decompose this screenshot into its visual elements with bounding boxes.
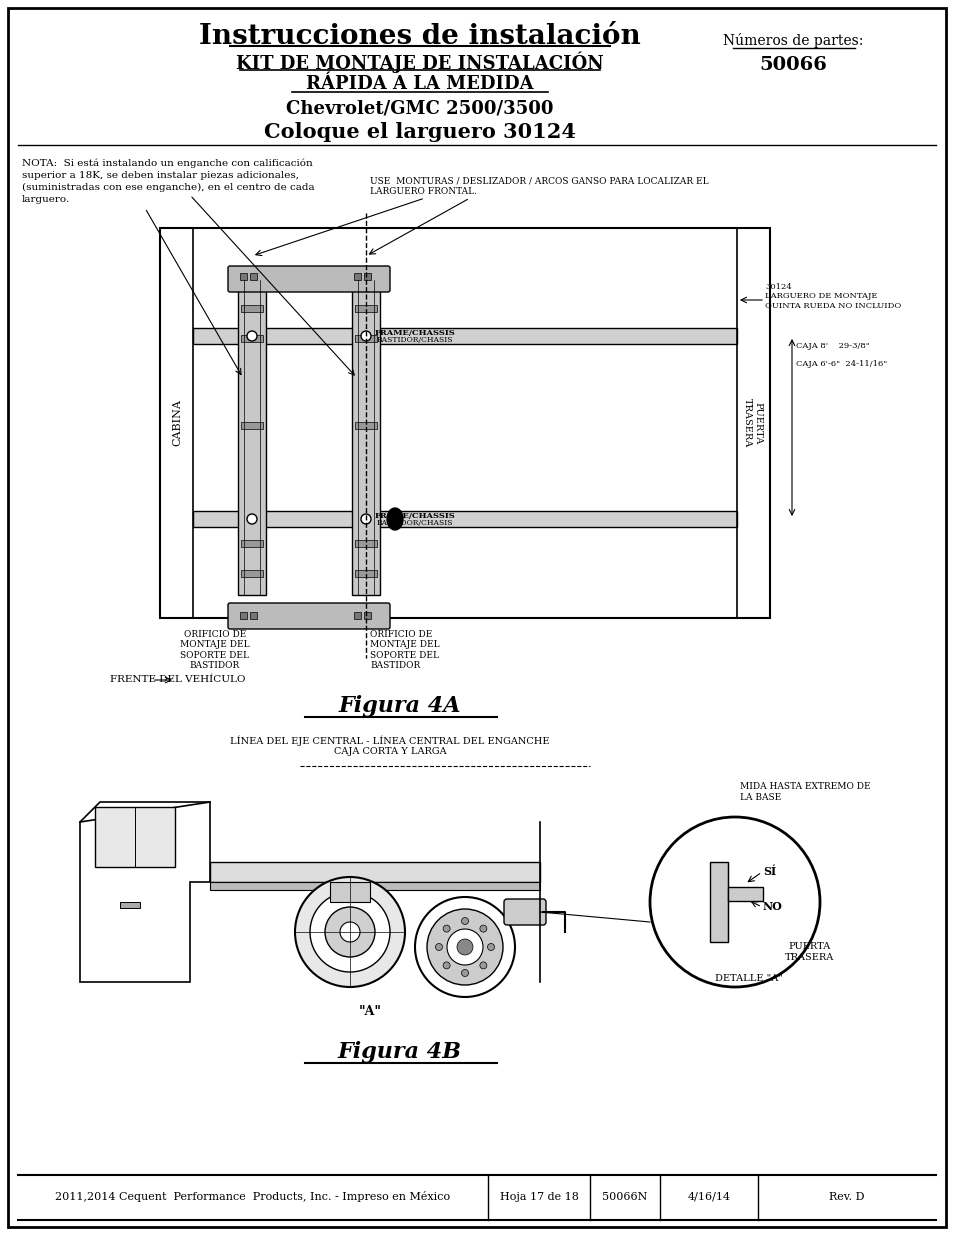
- Text: Coloque el larguero 30124: Coloque el larguero 30124: [264, 122, 576, 142]
- Text: LÍNEA DEL EJE CENTRAL - LÍNEA CENTRAL DEL ENGANCHE
CAJA CORTA Y LARGA: LÍNEA DEL EJE CENTRAL - LÍNEA CENTRAL DE…: [230, 736, 549, 757]
- Circle shape: [360, 331, 371, 341]
- Text: KIT DE MONTAJE DE INSTALACIÓN: KIT DE MONTAJE DE INSTALACIÓN: [236, 51, 603, 73]
- Bar: [241, 540, 263, 547]
- Text: FRAME/CHASSIS: FRAME/CHASSIS: [375, 329, 455, 337]
- Text: Instrucciones de instalación: Instrucciones de instalación: [199, 22, 640, 49]
- Text: Chevrolet/GMC 2500/3500: Chevrolet/GMC 2500/3500: [286, 99, 553, 117]
- Circle shape: [325, 906, 375, 957]
- Bar: [355, 422, 376, 429]
- Text: PUERTA
TRASERA: PUERTA TRASERA: [784, 942, 834, 962]
- Polygon shape: [80, 802, 210, 982]
- Circle shape: [310, 892, 390, 972]
- Text: 2011,2014 Cequent  Performance  Products, Inc. - Impreso en México: 2011,2014 Cequent Performance Products, …: [55, 1192, 450, 1203]
- Bar: [250, 613, 256, 619]
- Bar: [352, 280, 379, 595]
- Text: USE  MONTURAS / DESLIZADOR / ARCOS GANSO PARA LOCALIZAR EL
LARGUERO FRONTAL.: USE MONTURAS / DESLIZADOR / ARCOS GANSO …: [370, 177, 708, 195]
- Text: 30124
LARGUERO DE MONTAJE
QUINTA RUEDA NO INCLUIDO: 30124 LARGUERO DE MONTAJE QUINTA RUEDA N…: [764, 283, 901, 310]
- Text: (suministradas con ese enganche), en el centro de cada: (suministradas con ese enganche), en el …: [22, 183, 314, 191]
- Circle shape: [247, 331, 256, 341]
- Bar: [355, 540, 376, 547]
- Circle shape: [442, 962, 450, 969]
- Bar: [355, 335, 376, 342]
- Circle shape: [427, 909, 502, 986]
- Text: Figura 4A: Figura 4A: [338, 695, 460, 718]
- Circle shape: [435, 944, 442, 951]
- FancyBboxPatch shape: [228, 266, 390, 291]
- Bar: [241, 571, 263, 577]
- Ellipse shape: [387, 508, 402, 530]
- Bar: [95, 806, 174, 867]
- Text: NO: NO: [762, 902, 782, 913]
- Circle shape: [649, 818, 820, 987]
- Text: FRENTE DEL VEHÍCULO: FRENTE DEL VEHÍCULO: [110, 676, 245, 684]
- Bar: [193, 329, 737, 345]
- Bar: [330, 882, 370, 902]
- Text: RÁPIDA A LA MEDIDA: RÁPIDA A LA MEDIDA: [306, 75, 534, 93]
- Text: SÍ: SÍ: [762, 867, 776, 878]
- Bar: [354, 613, 360, 619]
- Text: PUERTA
TRASERA: PUERTA TRASERA: [742, 399, 761, 447]
- Text: Hoja 17 de 18: Hoja 17 de 18: [499, 1192, 578, 1202]
- Bar: [727, 887, 762, 902]
- FancyBboxPatch shape: [228, 603, 390, 629]
- Bar: [355, 571, 376, 577]
- Bar: [354, 273, 360, 280]
- Text: 50066: 50066: [759, 56, 826, 74]
- Text: NOTA:  Si está instalando un enganche con calificación: NOTA: Si está instalando un enganche con…: [22, 158, 313, 168]
- Text: Rev. D: Rev. D: [828, 1192, 863, 1202]
- Text: ORIFICIO DE
MONTAJE DEL
SOPORTE DEL
BASTIDOR: ORIFICIO DE MONTAJE DEL SOPORTE DEL BAST…: [180, 630, 250, 671]
- Bar: [241, 422, 263, 429]
- FancyBboxPatch shape: [503, 899, 545, 925]
- Bar: [364, 613, 371, 619]
- Text: CABINA: CABINA: [172, 400, 182, 446]
- Text: superior a 18K, se deben instalar piezas adicionales,: superior a 18K, se deben instalar piezas…: [22, 170, 298, 179]
- Bar: [210, 862, 539, 882]
- Text: BASTIDOR/CHASIS: BASTIDOR/CHASIS: [376, 336, 453, 345]
- Bar: [240, 273, 247, 280]
- Circle shape: [461, 969, 468, 977]
- Bar: [364, 273, 371, 280]
- Text: ORIFICIO DE
MONTAJE DEL
SOPORTE DEL
BASTIDOR: ORIFICIO DE MONTAJE DEL SOPORTE DEL BAST…: [370, 630, 439, 671]
- Circle shape: [415, 897, 515, 997]
- Circle shape: [447, 929, 482, 965]
- Circle shape: [479, 962, 486, 969]
- Bar: [250, 273, 256, 280]
- Circle shape: [487, 944, 494, 951]
- Bar: [709, 862, 727, 942]
- Circle shape: [461, 918, 468, 925]
- Circle shape: [247, 514, 256, 524]
- Circle shape: [360, 514, 371, 524]
- Bar: [355, 305, 376, 312]
- Text: FRAME/CHASSIS: FRAME/CHASSIS: [375, 513, 455, 520]
- Circle shape: [442, 925, 450, 932]
- Text: 50066N: 50066N: [601, 1192, 647, 1202]
- Circle shape: [339, 923, 359, 942]
- Text: Figura 4B: Figura 4B: [337, 1041, 461, 1063]
- Bar: [241, 305, 263, 312]
- Bar: [237, 280, 266, 595]
- Bar: [210, 882, 539, 890]
- Bar: [241, 335, 263, 342]
- Text: CAJA 8'    29-3/8": CAJA 8' 29-3/8": [795, 342, 869, 350]
- Bar: [160, 228, 769, 618]
- Text: larguero.: larguero.: [22, 194, 71, 204]
- Circle shape: [294, 877, 405, 987]
- Bar: [120, 902, 140, 908]
- Circle shape: [479, 925, 486, 932]
- Text: 4/16/14: 4/16/14: [687, 1192, 730, 1202]
- Circle shape: [456, 939, 473, 955]
- Text: DETALLE "A": DETALLE "A": [714, 974, 782, 983]
- Text: BASTIDOR/CHASIS: BASTIDOR/CHASIS: [376, 519, 453, 527]
- Bar: [240, 613, 247, 619]
- Text: Números de partes:: Números de partes:: [722, 32, 862, 47]
- Text: "A": "A": [358, 1005, 381, 1019]
- Bar: [193, 511, 737, 527]
- Text: MIDA HASTA EXTREMO DE
LA BASE: MIDA HASTA EXTREMO DE LA BASE: [740, 782, 870, 802]
- Text: CAJA 6'-6"  24-11/16": CAJA 6'-6" 24-11/16": [795, 359, 886, 368]
